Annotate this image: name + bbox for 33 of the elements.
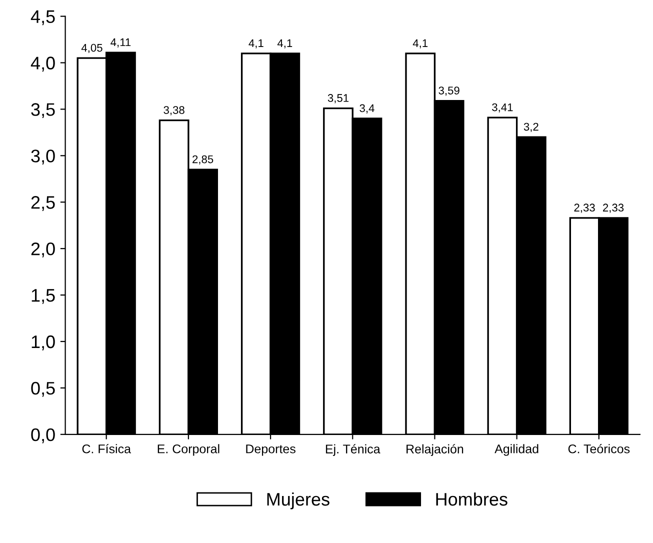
y-tick-label: 4,5 bbox=[30, 10, 55, 26]
data-label: 2,33 bbox=[603, 204, 624, 213]
legend-label: Hombres bbox=[436, 492, 508, 506]
y-tick-label: 0,0 bbox=[31, 428, 55, 444]
y-tick-label: 2,5 bbox=[31, 196, 55, 211]
x-tick-label: C. Física bbox=[82, 444, 131, 454]
legend-label: Mujeres bbox=[267, 492, 330, 510]
data-label: 3,4 bbox=[360, 104, 374, 114]
y-tick-label: 1,0 bbox=[32, 335, 55, 350]
data-label: 3,2 bbox=[524, 122, 538, 132]
y-tick-label: 0,5 bbox=[31, 382, 55, 397]
data-label: 3,41 bbox=[492, 103, 513, 113]
x-tick-label: Relajación bbox=[406, 444, 464, 456]
x-tick-label: C. Teóricos bbox=[568, 444, 630, 454]
x-tick-label: Deportes bbox=[246, 444, 296, 456]
data-label: 4,05 bbox=[81, 44, 102, 54]
x-tick-label: E. Corporal bbox=[158, 444, 220, 456]
y-tick-label: 3,0 bbox=[31, 150, 55, 165]
y-tick-label: 2,0 bbox=[31, 242, 55, 258]
data-label: 3,59 bbox=[438, 86, 460, 96]
y-tick-label: 4,0 bbox=[30, 56, 55, 72]
x-tick-label: Agilidad bbox=[494, 444, 538, 456]
data-label: 4,1 bbox=[248, 39, 264, 48]
data-label: 4,1 bbox=[412, 39, 428, 48]
data-label: 3,51 bbox=[328, 94, 349, 104]
data-label: 2,33 bbox=[574, 204, 595, 213]
y-tick-label: 3,5 bbox=[31, 103, 55, 118]
data-label: 4,1 bbox=[277, 39, 292, 48]
data-label: 4,11 bbox=[110, 38, 131, 48]
data-label: 2,85 bbox=[192, 155, 214, 165]
x-tick-label: Ej. Ténica bbox=[326, 444, 380, 456]
data-label: 3,38 bbox=[164, 106, 184, 116]
y-tick-label: 1,5 bbox=[32, 289, 55, 304]
